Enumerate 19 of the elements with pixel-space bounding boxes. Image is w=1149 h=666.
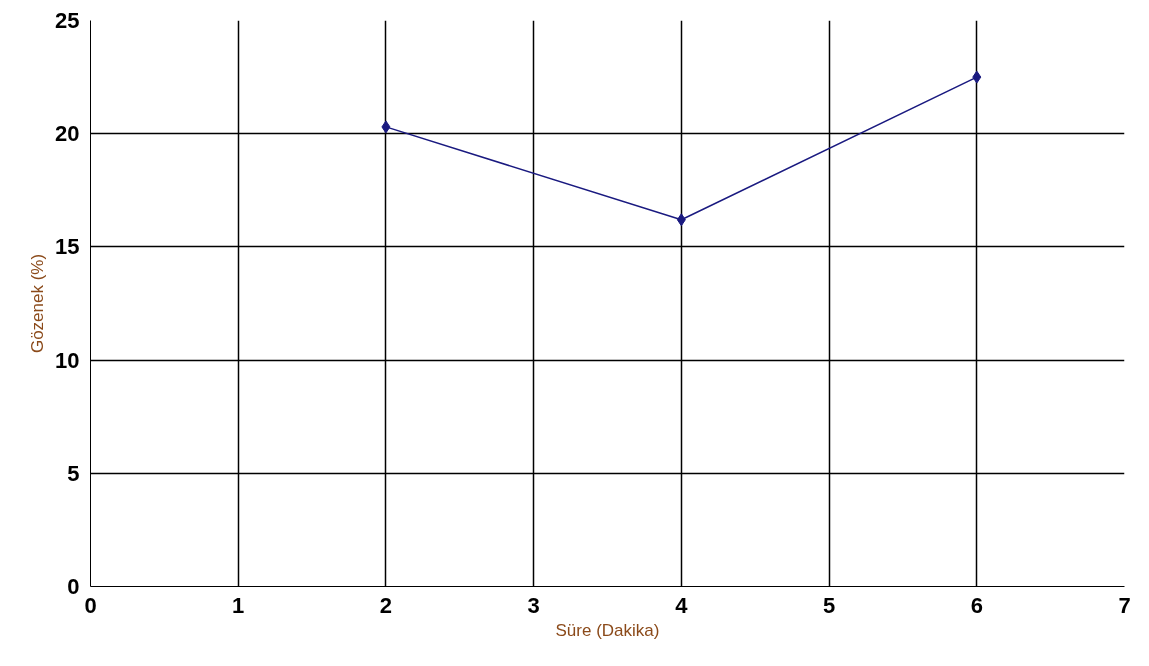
- x-tick-label: 2: [379, 592, 393, 618]
- x-tick-label: 3: [527, 592, 540, 618]
- x-tick-label: 6: [970, 592, 983, 618]
- x-tick-label: 7: [1118, 592, 1131, 618]
- y-axis-title: Gözenek (%): [28, 253, 48, 354]
- x-tick-label: 4: [675, 592, 689, 618]
- y-tick-label: 10: [55, 347, 80, 373]
- y-tick-label: 15: [55, 234, 80, 260]
- x-tick-label: 0: [84, 592, 97, 618]
- point: [381, 120, 391, 134]
- y-tick-label: 0: [67, 574, 80, 599]
- y-tick-label: 5: [67, 460, 80, 486]
- x-tick-label: 1: [232, 592, 245, 618]
- y-tick-label: 20: [55, 121, 80, 147]
- x-tick-label: 5: [822, 592, 836, 618]
- point: [676, 213, 686, 227]
- x-axis-title: Süre (Dakika): [555, 620, 660, 640]
- point: [972, 70, 982, 84]
- y-tick-label: 25: [55, 8, 80, 33]
